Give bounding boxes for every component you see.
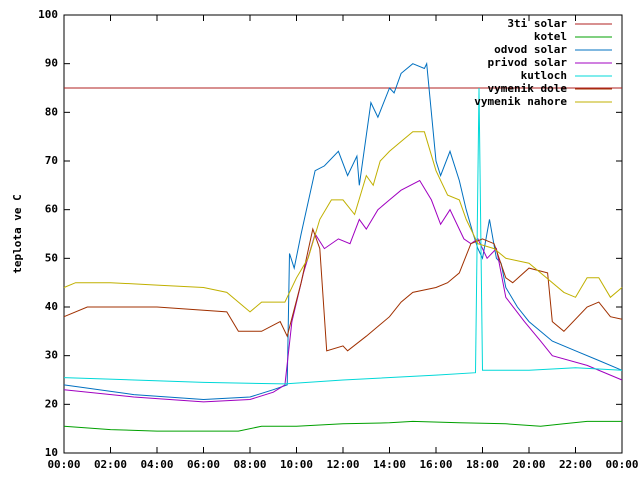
series-line bbox=[63, 131, 623, 313]
x-tick-label: 10:00 bbox=[280, 458, 313, 471]
x-tick-label: 02:00 bbox=[94, 458, 127, 471]
legend-label: vymenik nahore bbox=[474, 95, 567, 108]
y-tick-label: 50 bbox=[45, 251, 58, 264]
y-tick-label: 30 bbox=[45, 349, 58, 362]
legend-label: kutloch bbox=[521, 69, 567, 82]
x-tick-label: 00:00 bbox=[47, 458, 80, 471]
legend-label: kotel bbox=[534, 30, 567, 43]
x-tick-label: 06:00 bbox=[187, 458, 220, 471]
y-tick-label: 80 bbox=[45, 105, 58, 118]
y-tick-label: 90 bbox=[45, 57, 58, 70]
x-tick-label: 16:00 bbox=[419, 458, 452, 471]
y-tick-label: 100 bbox=[38, 8, 58, 21]
y-tick-label: 20 bbox=[45, 397, 58, 410]
x-tick-label: 18:00 bbox=[466, 458, 499, 471]
series-line bbox=[63, 227, 623, 352]
x-tick-label: 00:00 bbox=[605, 458, 638, 471]
y-tick-label: 40 bbox=[45, 300, 58, 313]
y-tick-label: 60 bbox=[45, 203, 58, 216]
y-axis-label: teplota ve C bbox=[11, 194, 24, 273]
legend-label: vymenik dole bbox=[488, 82, 568, 95]
series-line bbox=[63, 61, 623, 401]
series-line bbox=[63, 87, 623, 385]
legend-label: 3ti solar bbox=[507, 17, 567, 30]
x-tick-label: 22:00 bbox=[559, 458, 592, 471]
legend-label: privod solar bbox=[488, 56, 568, 69]
y-tick-label: 10 bbox=[45, 446, 58, 459]
series-line bbox=[63, 420, 622, 432]
y-tick-label: 70 bbox=[45, 154, 58, 167]
x-tick-label: 12:00 bbox=[326, 458, 359, 471]
x-tick-label: 20:00 bbox=[512, 458, 545, 471]
series-line bbox=[63, 179, 623, 403]
x-tick-label: 14:00 bbox=[373, 458, 406, 471]
x-tick-label: 04:00 bbox=[140, 458, 173, 471]
legend-label: odvod solar bbox=[494, 43, 567, 56]
x-tick-label: 08:00 bbox=[233, 458, 266, 471]
